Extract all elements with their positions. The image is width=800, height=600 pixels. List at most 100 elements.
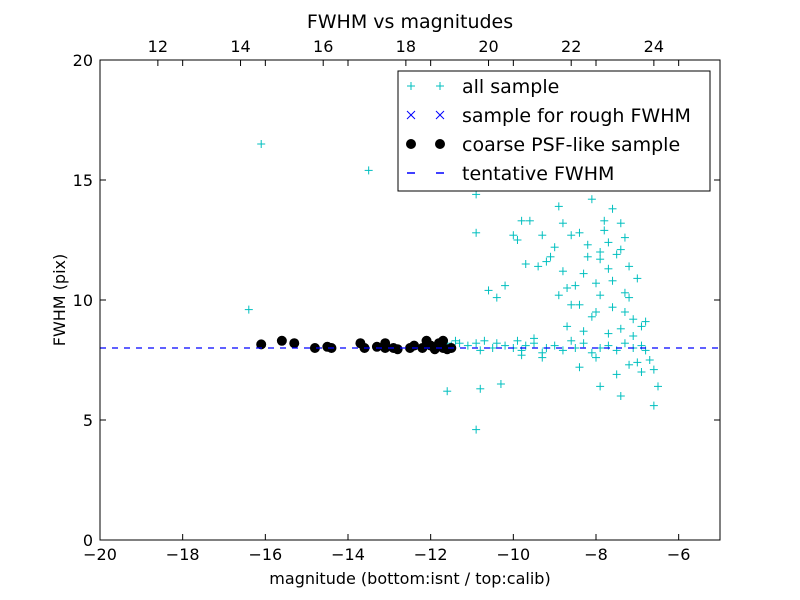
data-point-plus — [625, 360, 634, 369]
legend-marker — [435, 110, 445, 120]
data-point-circle — [392, 344, 403, 355]
data-point-plus — [509, 231, 518, 240]
data-point-plus — [637, 368, 646, 376]
data-point-plus — [645, 356, 654, 364]
data-point-plus — [608, 303, 617, 312]
legend-label: coarse PSF-like sample — [462, 134, 680, 156]
data-point-plus — [513, 336, 522, 345]
data-point-plus — [633, 358, 642, 367]
data-point-plus — [501, 281, 510, 290]
data-point-plus — [455, 339, 464, 348]
legend-marker-d2 — [435, 110, 445, 120]
data-point-plus — [550, 341, 559, 350]
y-tick-label: 20 — [73, 51, 93, 70]
data-point-plus — [616, 392, 625, 400]
data-point-plus — [496, 380, 505, 388]
data-point-plus — [542, 257, 551, 266]
data-point-plus — [484, 286, 493, 295]
data-point-plus — [534, 262, 543, 271]
data-point-plus — [521, 260, 530, 268]
data-point-plus — [616, 219, 625, 228]
legend-box — [397, 70, 711, 192]
data-point-plus — [620, 339, 629, 348]
x-tick-label: −8 — [584, 545, 608, 564]
data-point-plus — [592, 308, 600, 316]
y-axis-left: 0 5 10 15 20 — [73, 51, 720, 550]
data-point-plus — [567, 300, 576, 309]
legend-label: sample for rough FWHM — [462, 105, 691, 127]
data-point-plus — [625, 293, 634, 302]
legend-marker — [435, 139, 445, 149]
legend-marker — [436, 82, 444, 90]
data-point-plus — [257, 140, 266, 148]
data-point-plus — [567, 231, 576, 240]
y-tick-label: 0 — [83, 531, 93, 550]
legend-marker — [406, 110, 416, 120]
data-point-plus — [472, 339, 481, 348]
legend-marker — [407, 82, 415, 90]
data-point-plus — [616, 324, 625, 333]
data-point-circle — [256, 339, 267, 350]
data-point-plus — [620, 233, 629, 242]
data-point-plus — [538, 231, 547, 240]
data-point-plus — [629, 332, 638, 340]
data-point-plus — [517, 216, 526, 225]
data-point-plus — [654, 382, 662, 391]
data-point-plus — [492, 293, 501, 302]
top-x-tick-label: 14 — [230, 37, 250, 56]
data-point-plus — [620, 308, 629, 316]
data-point-plus — [604, 238, 613, 247]
data-point-plus — [600, 216, 609, 225]
data-point-plus — [596, 291, 605, 300]
data-point-plus — [463, 341, 472, 350]
y-axis-title: FWHM (pix) — [50, 254, 69, 347]
legend-marker-d2 — [406, 110, 416, 120]
data-point-plus — [550, 243, 559, 252]
data-point-plus — [492, 339, 501, 348]
data-point-plus — [579, 339, 588, 348]
data-point-plus — [579, 327, 588, 336]
x-tick-label: −14 — [331, 545, 365, 564]
x-tick-label: −20 — [83, 545, 117, 564]
legend-entry: all sample — [407, 76, 559, 98]
data-point-plus — [554, 291, 563, 300]
data-point-plus — [625, 262, 634, 271]
data-point-plus — [604, 264, 613, 273]
data-point-plus — [513, 236, 522, 244]
legend-label: all sample — [462, 76, 559, 98]
legend-entry: tentative FWHM — [407, 163, 614, 185]
legend-entries: all sample sample for rough FWHM coarse PS… — [406, 76, 691, 185]
data-point-plus — [558, 219, 567, 228]
data-point-plus — [587, 348, 596, 357]
data-point-plus — [546, 252, 555, 261]
data-point-plus — [596, 248, 605, 256]
top-x-tick-label: 18 — [396, 37, 416, 56]
x-axis-bottom: −20 −18 −16 −14 −12 −10 −8 −6 — [83, 60, 690, 564]
data-point-plus — [579, 269, 588, 278]
data-point-plus — [587, 195, 596, 204]
data-point-plus — [583, 252, 592, 261]
data-point-plus — [604, 329, 613, 338]
data-point-plus — [525, 216, 534, 225]
legend-marker — [406, 139, 416, 149]
data-point-plus — [629, 315, 638, 324]
x-tick-label: −16 — [248, 545, 282, 564]
data-point-plus — [563, 284, 572, 292]
top-x-tick-label: 16 — [313, 37, 333, 56]
data-point-plus — [567, 336, 576, 345]
legend-label: tentative FWHM — [462, 163, 614, 185]
top-x-tick-label: 22 — [561, 37, 581, 56]
data-point-plus — [476, 346, 485, 355]
data-point-plus — [587, 312, 596, 321]
data-point-plus — [612, 250, 621, 259]
data-point-plus — [612, 370, 621, 379]
data-point-plus — [583, 240, 592, 249]
data-point-plus — [592, 353, 600, 362]
data-point-plus — [596, 255, 605, 264]
data-point-plus — [637, 322, 646, 331]
x-tick-label: −18 — [166, 545, 200, 564]
data-point-plus — [472, 228, 481, 237]
data-point-plus — [592, 279, 600, 288]
data-point-plus — [616, 245, 625, 254]
